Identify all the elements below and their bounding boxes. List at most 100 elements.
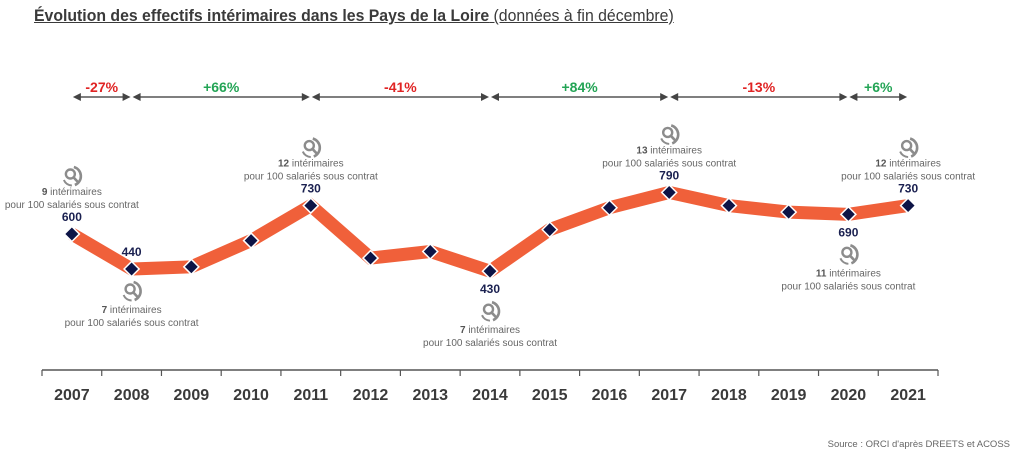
data-value-label: 600 bbox=[62, 210, 82, 224]
data-point-marker bbox=[780, 203, 798, 221]
arrow-head-left bbox=[491, 93, 499, 101]
arrow-head-left bbox=[72, 93, 81, 101]
period-change-label: +6% bbox=[864, 79, 893, 95]
annotation-unit: intérimaires bbox=[648, 145, 702, 156]
search-person-icon bbox=[122, 280, 142, 302]
x-tick-label: 2019 bbox=[771, 387, 807, 404]
period-change: +84% bbox=[491, 79, 669, 101]
arrow-head-left bbox=[132, 93, 141, 101]
arrow-head-right bbox=[899, 93, 908, 101]
annotation-line-1: 7 intérimaires bbox=[460, 325, 520, 336]
arrow-head-right bbox=[481, 93, 489, 101]
annotation-line-1: 7 intérimaires bbox=[102, 305, 162, 316]
arrow-head-left bbox=[849, 93, 858, 101]
period-change-label: -13% bbox=[742, 79, 775, 95]
search-person-icon bbox=[899, 137, 919, 159]
annotation-unit: intérimaires bbox=[107, 305, 161, 316]
period-change-label: +84% bbox=[561, 79, 598, 95]
annotation-count: 12 bbox=[278, 159, 290, 170]
series-line-path bbox=[68, 185, 910, 279]
data-value-label: 730 bbox=[301, 182, 321, 196]
data-point-marker bbox=[242, 232, 260, 250]
data-point-marker bbox=[720, 197, 738, 215]
annotation-line-1: 13 intérimaires bbox=[636, 145, 702, 156]
search-person-icon bbox=[62, 165, 83, 187]
annotation-unit: intérimaires bbox=[47, 187, 101, 198]
data-value-label: 430 bbox=[480, 282, 500, 296]
data-point-marker bbox=[361, 249, 380, 267]
data-point-marker bbox=[63, 225, 81, 243]
arrow-head-right bbox=[301, 93, 310, 101]
data-value-label: 730 bbox=[898, 182, 918, 196]
chart-title-sub: (données à fin décembre) bbox=[489, 6, 674, 25]
annotation-line-2: pour 100 salariés sous contrat bbox=[5, 200, 139, 211]
annotation-count: 12 bbox=[875, 159, 887, 170]
period-change-label: -27% bbox=[85, 79, 118, 95]
arrow-head-right bbox=[839, 93, 848, 101]
chart-title-main: Évolution des effectifs intérimaires dan… bbox=[34, 6, 490, 25]
period-change: +6% bbox=[849, 79, 908, 101]
period-change: +66% bbox=[132, 79, 310, 101]
annotation-unit: intérimaires bbox=[826, 268, 880, 279]
annotation-count: 7 bbox=[460, 325, 466, 336]
annotation-line-1: 12 intérimaires bbox=[278, 159, 344, 170]
data-value-label: 440 bbox=[122, 245, 142, 259]
series-markers bbox=[63, 183, 917, 280]
data-point-marker bbox=[839, 205, 857, 223]
search-person-icon bbox=[660, 124, 680, 145]
period-change-label: +66% bbox=[203, 79, 240, 95]
data-point-marker bbox=[302, 197, 320, 215]
period-change-label: -41% bbox=[384, 79, 417, 95]
search-person-icon bbox=[301, 137, 322, 159]
data-point-marker bbox=[421, 242, 439, 261]
x-tick-label: 2007 bbox=[54, 387, 90, 404]
annotation-line-2: pour 100 salariés sous contrat bbox=[602, 158, 736, 169]
annotation-unit: intérimaires bbox=[289, 159, 343, 170]
annotation-line-2: pour 100 salariés sous contrat bbox=[781, 281, 915, 292]
value-labels: 600 440 730 430 790 690 730 bbox=[62, 168, 919, 296]
series-line bbox=[68, 185, 910, 279]
source-note: Source : ORCI d'après DREETS et ACOSS bbox=[827, 439, 1010, 450]
x-tick-label: 2017 bbox=[651, 387, 687, 404]
period-change: -41% bbox=[311, 79, 489, 101]
annotation-line-2: pour 100 salariés sous contrat bbox=[65, 318, 199, 329]
annotation-unit: intérimaires bbox=[466, 325, 520, 336]
x-tick-label: 2011 bbox=[293, 387, 328, 404]
period-change: -27% bbox=[72, 79, 131, 101]
data-point-marker bbox=[541, 221, 559, 239]
annotation-line-2: pour 100 salariés sous contrat bbox=[841, 172, 975, 183]
ratio-annotations: 9 intérimaires pour 100 salariés sous con… bbox=[5, 124, 975, 349]
x-tick-label: 2010 bbox=[233, 387, 269, 404]
search-person-icon bbox=[481, 300, 501, 322]
annotation-count: 7 bbox=[102, 305, 108, 316]
x-tick-label: 2012 bbox=[353, 387, 389, 404]
annotation-line-1: 11 intérimaires bbox=[816, 268, 881, 279]
data-point-marker bbox=[481, 262, 499, 280]
annotation-count: 9 bbox=[42, 187, 48, 198]
data-value-label: 690 bbox=[838, 225, 858, 239]
annotation-count: 11 bbox=[816, 268, 827, 279]
arrow-head-left bbox=[670, 93, 679, 101]
x-tick-label: 2021 bbox=[890, 387, 926, 404]
data-point-marker bbox=[182, 258, 200, 276]
x-tick-label: 2015 bbox=[532, 387, 568, 404]
annotation-unit: intérimaires bbox=[886, 159, 940, 170]
annotation-line-1: 12 intérimaires bbox=[875, 159, 941, 170]
chart-title: Évolution des effectifs intérimaires dan… bbox=[34, 6, 674, 26]
x-axis: 2007 2008 2009 2010 2011 2012 2013 2014 2015 2016… bbox=[41, 369, 939, 404]
x-tick-label: 2018 bbox=[711, 387, 747, 404]
arrow-head-left bbox=[311, 93, 320, 101]
annotation-line-2: pour 100 salariés sous contrat bbox=[423, 338, 557, 349]
period-change: -13% bbox=[670, 79, 848, 101]
annotation-count: 13 bbox=[636, 145, 648, 156]
x-tick-label: 2016 bbox=[592, 387, 628, 404]
x-tick-label: 2013 bbox=[412, 387, 448, 404]
data-value-label: 790 bbox=[659, 168, 679, 182]
x-tick-label: 2020 bbox=[831, 387, 867, 404]
annotation-line-2: pour 100 salariés sous contrat bbox=[244, 172, 378, 183]
x-tick-label: 2008 bbox=[114, 387, 150, 404]
x-tick-label: 2009 bbox=[174, 387, 210, 404]
arrow-head-right bbox=[660, 93, 669, 101]
period-change-arrows: -27% +66% -41% +84% -13% +6% bbox=[72, 79, 908, 101]
